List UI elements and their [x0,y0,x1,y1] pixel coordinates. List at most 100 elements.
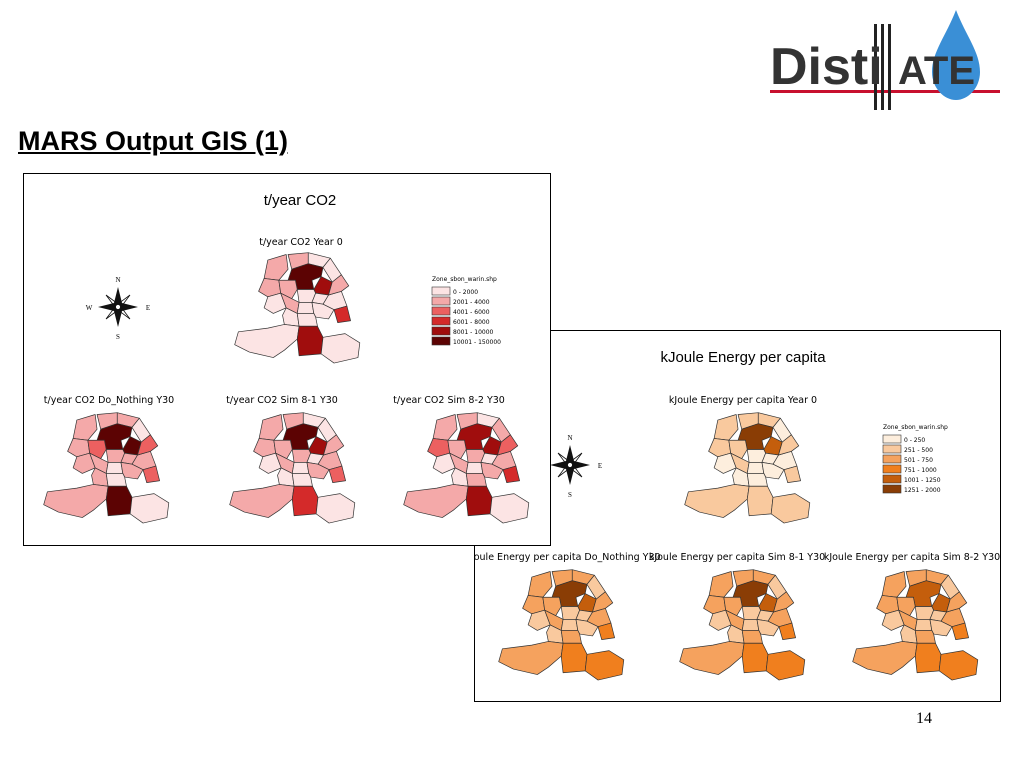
legend-swatch [882,434,902,444]
map-zone [584,650,625,681]
map-zone [72,452,96,474]
map-zone [770,493,811,524]
map-zone [263,292,287,314]
map-zone [43,484,109,518]
legend-swatch [882,464,902,474]
slide-title: MARS Output GIS (1) [18,126,288,156]
logo-text-right: ATE [898,49,975,93]
map-zone [465,473,487,487]
energy-map [684,412,811,524]
map-zone [778,622,796,640]
map-zone [773,591,795,613]
legend-swatch [882,474,902,484]
legend-label: 501 - 750 [904,457,933,464]
logo-text-left: Disti [770,38,883,96]
legend-label: 6001 - 8000 [453,319,490,326]
map-zone [560,630,582,644]
map-zone [741,630,763,644]
compass-s-label: S [116,333,120,341]
map-zone [432,452,456,474]
energy-panel-title: kJoule Energy per capita [660,349,826,366]
co2-map [403,412,530,524]
map-zone [291,485,319,517]
map-zone [527,571,553,598]
energy-legend: Zone_sbon_warin.shp 0 - 250 251 - 500 501 -… [882,424,948,494]
map-zone [323,434,345,456]
compass-n-label: N [567,434,572,442]
legend-label: 751 - 1000 [904,467,937,474]
energy-legend-title: Zone_sbon_warin.shp [883,424,948,431]
legend-label: 8001 - 10000 [453,329,494,336]
co2-map-title: t/year CO2 Sim 8-1 Y30 [226,395,338,406]
energy-map [679,569,806,681]
map-zone [498,641,564,675]
water-drop-icon [932,10,980,100]
legend-label: 1251 - 2000 [904,487,941,494]
map-zone [746,462,765,474]
map-zone [765,650,806,681]
map-zone [328,465,346,483]
logo-bar-3 [888,24,891,110]
map-zone [713,452,737,474]
map-zone [129,493,170,524]
map-zone [333,305,351,323]
energy-map-title: kJoule Energy per capita Do_Nothing Y30 [475,552,661,563]
legend-swatch [431,306,451,316]
map-zone [741,642,769,674]
co2-legend: Zone_sbon_warin.shp 0 - 2000 2001 - 4000 40… [431,276,501,346]
map-zone [914,642,942,674]
map-zone [258,452,282,474]
map-zone [105,473,127,487]
energy-map-title: kJoule Energy per capita Sim 8-1 Y30 [649,552,825,563]
map-zone [708,571,734,598]
page-number: 14 [916,710,932,727]
map-zone [465,485,493,517]
map-zone [105,462,124,474]
energy-map-panel: kJoule Energy per capita kJoule Energy p… [474,330,1001,702]
map-zone [105,485,133,517]
co2-map [234,252,361,364]
map-zone [258,414,284,441]
map-zone [137,434,159,456]
legend-label: 1001 - 1250 [904,477,941,484]
map-zone [497,434,519,456]
map-zone [502,465,520,483]
map-zone [951,622,969,640]
map-zone [914,619,933,631]
legend-label: 0 - 250 [904,437,925,444]
legend-swatch [431,286,451,296]
legend-label: 0 - 2000 [453,289,478,296]
map-zone [72,414,98,441]
map-zone [560,619,579,631]
distillate-logo: Disti ATE [766,6,1006,116]
map-zone [746,473,768,487]
map-zone [938,650,979,681]
map-zone [328,274,350,296]
legend-swatch [882,454,902,464]
map-zone [527,609,551,631]
compass-e-label: E [146,304,150,312]
map-zone [946,591,968,613]
map-zone [296,313,318,327]
legend-label: 10001 - 150000 [453,339,501,346]
energy-map-title: kJoule Energy per capita Sim 8-2 Y30 [824,552,1000,563]
compass-e-label: E [598,462,602,470]
co2-panel-title: t/year CO2 [264,192,337,209]
co2-map-panel: t/year CO2 t/year CO2 Year 0 t/year CO2 D… [23,173,551,546]
map-zone [296,302,315,314]
energy-map-title: kJoule Energy per capita Year 0 [669,395,817,406]
legend-swatch [882,444,902,454]
map-zone [291,462,310,474]
energy-map-figure: kJoule Energy per capita kJoule Energy p… [475,349,1000,681]
co2-map-title: t/year CO2 Do_Nothing Y30 [44,395,174,406]
map-zone [778,434,800,456]
map-zone [597,622,615,640]
legend-swatch [431,316,451,326]
map-zone [320,333,361,364]
map-zone [592,591,614,613]
logo-bar-1 [874,24,877,110]
map-zone [684,484,750,518]
map-zone [296,325,324,357]
map-zone [881,571,907,598]
map-zone [229,484,295,518]
